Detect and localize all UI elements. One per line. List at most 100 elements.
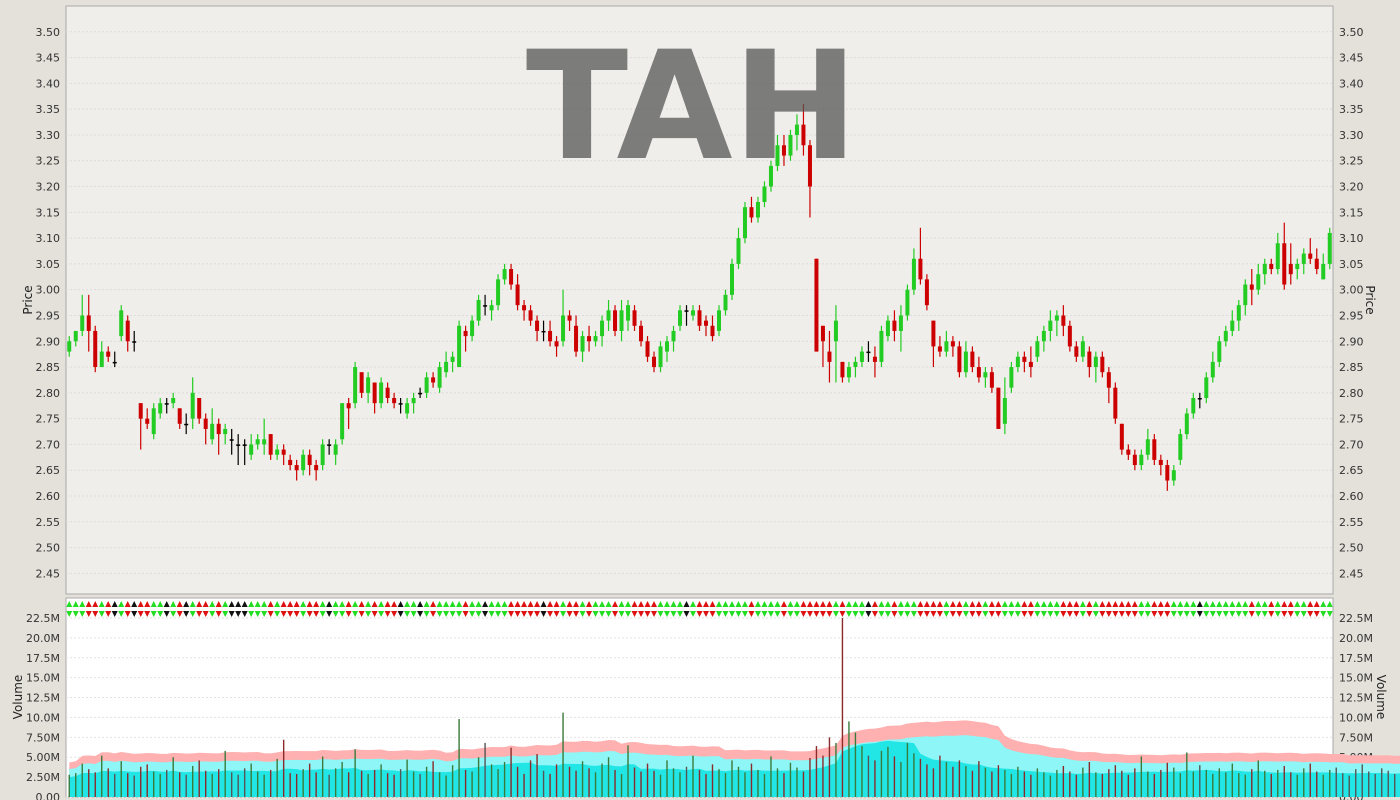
price-bar: [1100, 351, 1105, 378]
signal-marker: [761, 601, 768, 617]
signal-marker: [664, 601, 671, 617]
price-bar: [385, 382, 390, 404]
signal-marker: [560, 601, 567, 617]
signal-marker: [858, 601, 865, 617]
signal-marker: [917, 601, 924, 617]
signal-marker: [378, 601, 385, 617]
price-bar: [574, 315, 579, 357]
ticker-watermark: TAH: [526, 20, 858, 194]
signal-marker: [456, 601, 463, 617]
price-bar: [1295, 258, 1300, 280]
price-bar: [580, 330, 585, 362]
price-bar: [353, 361, 358, 409]
signal-marker: [696, 601, 703, 617]
price-tick-right: 3.35: [1339, 103, 1364, 116]
price-bar: [1041, 325, 1046, 352]
signal-marker: [573, 601, 580, 617]
price-bar: [294, 459, 299, 481]
price-bar: [457, 320, 462, 368]
price-bar: [93, 325, 98, 373]
price-tick-left: 3.15: [36, 206, 61, 219]
signal-marker: [1112, 601, 1119, 617]
volume-tick-left: 2.50M: [26, 771, 60, 784]
price-tick-right: 2.80: [1339, 387, 1364, 400]
price-bar: [859, 346, 864, 368]
signal-marker: [1320, 601, 1327, 617]
price-bar: [1119, 423, 1124, 455]
signal-marker: [274, 601, 281, 617]
signal-marker: [189, 601, 196, 617]
price-bar: [333, 439, 338, 466]
price-bar: [937, 336, 942, 357]
price-bar: [236, 434, 241, 466]
price-tick-left: 2.75: [36, 413, 61, 426]
signal-marker: [371, 601, 378, 617]
price-bar: [509, 263, 514, 290]
signal-marker: [612, 601, 619, 617]
price-bar: [554, 336, 559, 357]
signal-marker: [319, 601, 326, 617]
price-bar: [1139, 449, 1144, 471]
price-bar: [405, 398, 410, 419]
signal-marker: [196, 601, 203, 617]
signal-marker: [118, 601, 125, 617]
price-bar: [119, 305, 124, 342]
signal-marker: [579, 601, 586, 617]
price-tick-left: 2.80: [36, 387, 61, 400]
price-bar: [301, 449, 306, 476]
price-bar: [112, 351, 117, 368]
price-bar: [210, 408, 215, 445]
price-bar: [1249, 269, 1254, 306]
signal-marker: [1326, 601, 1333, 617]
price-bar: [1113, 382, 1118, 424]
signal-marker: [514, 601, 521, 617]
signal-marker: [748, 601, 755, 617]
price-bar: [898, 305, 903, 352]
price-bar: [541, 320, 546, 342]
signal-marker: [1118, 601, 1125, 617]
price-bar: [950, 336, 955, 357]
price-bar: [1067, 320, 1072, 352]
price-bar: [957, 341, 962, 378]
price-bar: [665, 336, 670, 362]
price-bar: [1308, 238, 1313, 264]
price-bar: [1028, 346, 1033, 378]
price-bar: [567, 310, 572, 331]
price-bar: [1152, 434, 1157, 466]
signal-marker: [417, 601, 424, 617]
price-bar: [703, 315, 708, 337]
signal-marker: [85, 601, 92, 617]
price-bar: [1145, 428, 1150, 460]
signal-marker: [1300, 601, 1307, 617]
price-bar: [885, 315, 890, 342]
price-bar: [600, 315, 605, 347]
price-bar: [489, 300, 494, 321]
signal-marker: [826, 601, 833, 617]
signal-marker: [969, 601, 976, 617]
price-bar: [827, 330, 832, 383]
price-bar: [1009, 361, 1014, 393]
price-bar: [1061, 305, 1066, 337]
price-tick-left: 2.90: [36, 335, 61, 348]
signal-marker: [111, 601, 118, 617]
signal-marker: [735, 601, 742, 617]
price-bar: [1048, 310, 1053, 342]
signal-marker: [683, 601, 690, 617]
signal-marker: [832, 601, 839, 617]
signal-marker: [904, 601, 911, 617]
signal-marker: [482, 601, 489, 617]
price-bar: [164, 398, 169, 414]
signal-marker: [670, 601, 677, 617]
price-bar: [431, 372, 436, 388]
price-bar: [1262, 258, 1267, 285]
signal-marker: [98, 601, 105, 617]
price-bar: [67, 336, 72, 357]
signal-marker: [1164, 601, 1171, 617]
signal-marker: [137, 601, 144, 617]
signal-marker: [819, 601, 826, 617]
signal-marker: [871, 601, 878, 617]
signal-marker: [1060, 601, 1067, 617]
price-bar: [613, 305, 618, 337]
signal-marker: [1092, 601, 1099, 617]
price-bar: [307, 449, 312, 476]
